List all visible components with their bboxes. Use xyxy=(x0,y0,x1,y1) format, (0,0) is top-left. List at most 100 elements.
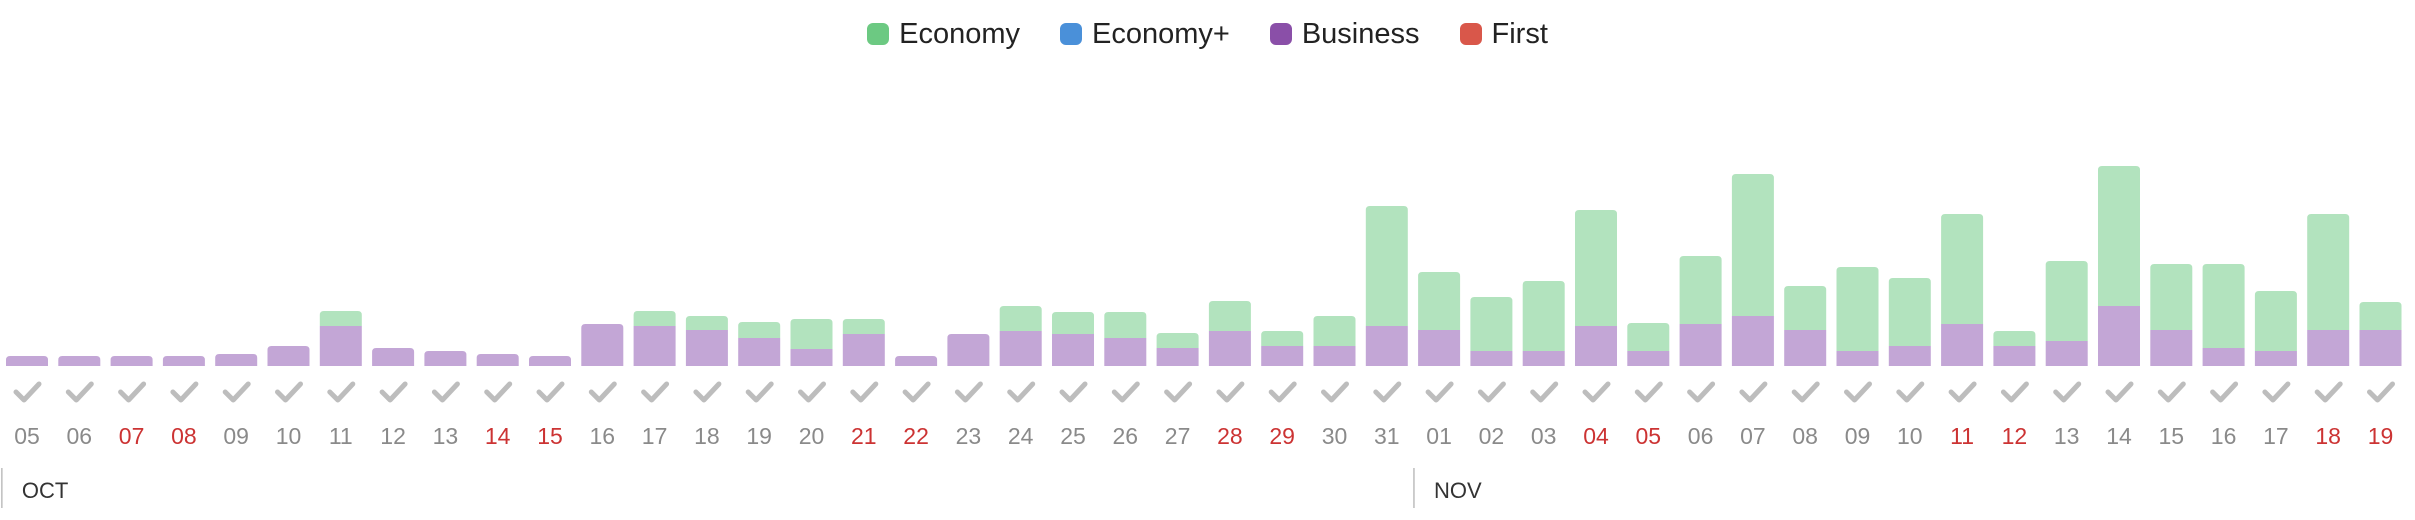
x-tick-label: 08 xyxy=(171,423,197,449)
bar-business xyxy=(1941,324,1984,366)
checkmark-icon xyxy=(1216,381,1245,403)
checkmark-icon xyxy=(2367,381,2395,403)
x-tick-label: 07 xyxy=(1740,423,1766,449)
x-tick-label: 03 xyxy=(1531,423,1557,449)
bar-economy xyxy=(1470,297,1513,351)
checkmark-icon xyxy=(1425,381,1454,403)
bar-business xyxy=(895,356,938,366)
checkmark-icon xyxy=(2314,381,2343,403)
x-tick-label: 05 xyxy=(14,423,40,449)
x-tick-label: 12 xyxy=(380,423,406,449)
checkmark-icon xyxy=(1896,381,1925,403)
bar-business xyxy=(215,354,258,366)
x-tick-label: 23 xyxy=(956,423,982,449)
x-tick-label: 02 xyxy=(1479,423,1505,449)
checkmark-icon xyxy=(65,381,94,403)
bar-business xyxy=(2098,306,2140,366)
x-tick-label: 27 xyxy=(1165,423,1191,449)
legend-item-first[interactable]: First xyxy=(1459,18,1548,51)
x-tick-label: 22 xyxy=(903,423,929,449)
checkmark-icon xyxy=(327,381,356,403)
bar-business xyxy=(267,346,310,366)
bar-economy xyxy=(1784,286,1827,330)
bar-economy xyxy=(1941,214,1984,324)
legend-item-economy-plus[interactable]: Economy+ xyxy=(1060,18,1230,51)
bar-economy xyxy=(1888,278,1931,346)
checkmark-icon xyxy=(1007,381,1036,403)
bar-business xyxy=(842,334,885,366)
bar-economy xyxy=(1522,281,1565,351)
checkmark-icon xyxy=(693,381,722,403)
legend-swatch xyxy=(1060,23,1082,45)
checkmark-icon xyxy=(379,381,408,403)
checkmark-icon xyxy=(745,381,774,403)
x-tick-label: 21 xyxy=(851,423,877,449)
bar-economy xyxy=(1104,312,1147,338)
checkmark-icon xyxy=(1477,381,1506,403)
bar-economy xyxy=(2098,166,2140,306)
x-tick-label: 31 xyxy=(1374,423,1400,449)
x-tick-label: 10 xyxy=(276,423,302,449)
bar-business xyxy=(1313,346,1356,366)
legend-swatch xyxy=(867,23,890,45)
chart-legend: Economy Economy+ Business First xyxy=(0,12,2415,56)
bar-business xyxy=(1156,348,1199,366)
x-tick-label: 12 xyxy=(2002,423,2028,449)
checkmark-icon xyxy=(1791,381,1820,403)
x-tick-label: 28 xyxy=(1217,423,1243,449)
x-tick-label: 19 xyxy=(2368,423,2394,449)
checkmark-icon xyxy=(798,381,826,403)
bar-business xyxy=(999,331,1042,366)
bar-business xyxy=(1208,331,1251,366)
checkmark-icon xyxy=(1844,381,1872,403)
legend-item-business[interactable]: Business xyxy=(1269,17,1420,51)
bar-business xyxy=(2150,330,2193,366)
bar-business xyxy=(1731,316,1774,366)
x-tick-label: 18 xyxy=(694,423,720,449)
x-tick-label: 06 xyxy=(67,423,93,449)
checkmark-icon xyxy=(1582,381,1611,403)
bar-economy xyxy=(2202,264,2245,348)
bar-economy xyxy=(2254,291,2297,351)
x-tick-label: 16 xyxy=(2211,423,2237,449)
checkmark-icon xyxy=(275,381,303,403)
bar-business xyxy=(738,338,781,366)
x-tick-label: 06 xyxy=(1688,423,1714,449)
checkmark-icon xyxy=(431,381,460,403)
bar-economy xyxy=(2359,302,2402,330)
legend-item-economy[interactable]: Economy xyxy=(867,18,1020,51)
checkmark-icon xyxy=(2000,381,2029,403)
bar-business xyxy=(1784,330,1827,366)
bar-business xyxy=(790,349,833,366)
month-label: NOV xyxy=(1434,478,1482,503)
checkmark-icon xyxy=(2210,381,2239,403)
x-tick-label: 13 xyxy=(433,423,459,449)
checkmark-icon xyxy=(2053,381,2082,403)
bar-business xyxy=(1365,326,1408,366)
checkmark-icon xyxy=(641,381,670,403)
legend-swatch xyxy=(1269,23,1292,45)
checkmark-icon xyxy=(1530,381,1559,403)
checkmark-icon xyxy=(1111,381,1140,403)
x-tick-label: 14 xyxy=(485,423,511,449)
legend-label: Economy+ xyxy=(1092,17,1230,50)
bar-business xyxy=(947,334,990,366)
x-tick-label: 15 xyxy=(2159,423,2185,449)
bar-economy xyxy=(1575,210,1617,326)
legend-label: Business xyxy=(1301,17,1420,50)
bar-business xyxy=(633,326,676,366)
checkmark-icon xyxy=(1948,381,1977,403)
checkmark-icon xyxy=(588,381,617,403)
bar-business xyxy=(1627,351,1670,366)
bar-economy xyxy=(1052,312,1094,334)
bar-business xyxy=(1418,330,1461,366)
bar-economy xyxy=(1365,206,1408,326)
bar-economy xyxy=(1836,267,1879,351)
bar-business xyxy=(2359,330,2402,366)
x-tick-label: 19 xyxy=(746,423,772,449)
bar-economy xyxy=(999,306,1042,331)
bar-business xyxy=(1575,326,1617,366)
bar-business xyxy=(2254,351,2297,366)
bar-business xyxy=(581,324,624,366)
